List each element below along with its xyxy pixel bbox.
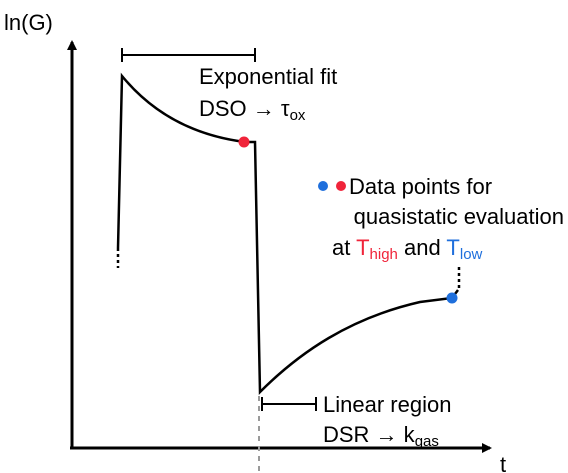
t-high-main: T	[356, 235, 369, 260]
exp-fit-dso-subscript: ox	[290, 107, 306, 124]
data-points-line3: at Thigh and Tlow	[332, 235, 483, 263]
linear-region-dsr-prefix: DSR → k	[323, 422, 416, 447]
data-points-line1: Data points for	[349, 174, 492, 199]
exp-fit-dso: DSO → τox	[199, 96, 306, 124]
legend-red-dot-icon	[336, 181, 346, 191]
x-axis-label: t	[500, 452, 506, 473]
legend-blue-dot-icon	[318, 181, 328, 191]
linear-region-dsr-subscript: gas	[415, 433, 439, 450]
data-points-line2: quasistatic evaluation	[354, 204, 564, 229]
y-axis-label: ln(G)	[4, 10, 53, 35]
exp-fit-dso-prefix: DSO → τ	[199, 96, 290, 121]
t-high-sub: high	[370, 246, 398, 263]
t-low-sub: low	[460, 246, 483, 263]
linear-region-dsr: DSR → kgas	[323, 422, 439, 450]
linear-region-title: Linear region	[323, 392, 451, 417]
t-low-main: T	[446, 235, 459, 260]
data-points-and: and	[398, 235, 447, 260]
data-points-at: at	[332, 235, 356, 260]
low-temp-data-point	[446, 292, 458, 304]
signal-curve	[116, 72, 459, 395]
high-temp-data-point	[238, 136, 250, 148]
exp-fit-title: Exponential fit	[199, 64, 337, 89]
